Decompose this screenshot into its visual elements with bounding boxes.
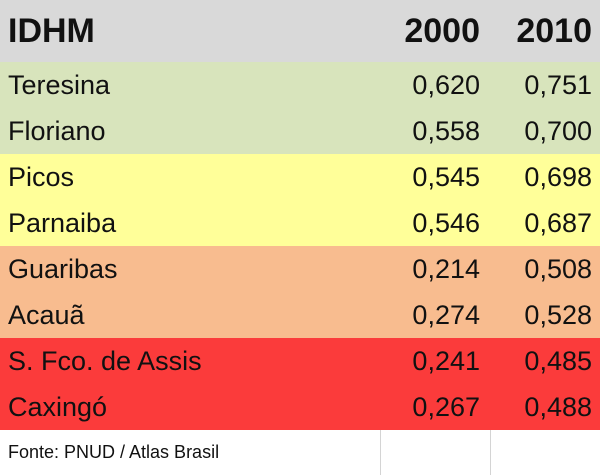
header-2000: 2000 (404, 11, 480, 50)
table-row: Guaribas 0,214 0,508 (0, 246, 600, 293)
row-name: S. Fco. de Assis (8, 345, 202, 376)
cell-2010: 0,485 (524, 345, 592, 376)
cell-2000: 0,545 (412, 161, 480, 192)
footer-divider (380, 430, 381, 475)
cell-2000: 0,546 (412, 207, 480, 238)
row-name: Acauã (8, 299, 85, 330)
table-row: Caxingó 0,267 0,488 (0, 384, 600, 431)
cell-2010: 0,751 (524, 69, 592, 100)
cell-2010: 0,508 (524, 253, 592, 284)
header-idhm: IDHM (8, 11, 95, 50)
cell-2000: 0,620 (412, 69, 480, 100)
row-name: Teresina (8, 69, 111, 100)
footer-divider (490, 430, 491, 475)
row-name: Parnaiba (8, 207, 117, 238)
table-row: Picos 0,545 0,698 (0, 154, 600, 201)
cell-2010: 0,698 (524, 161, 592, 192)
table-row: Parnaiba 0,546 0,687 (0, 200, 600, 247)
table-footer: Fonte: PNUD / Atlas Brasil (0, 430, 600, 476)
table-row: S. Fco. de Assis 0,241 0,485 (0, 338, 600, 385)
row-name: Guaribas (8, 253, 118, 284)
cell-2000: 0,214 (412, 253, 480, 284)
cell-2000: 0,558 (412, 115, 480, 146)
cell-2000: 0,267 (412, 391, 480, 422)
cell-2000: 0,274 (412, 299, 480, 330)
row-name: Caxingó (8, 391, 108, 422)
source-note: Fonte: PNUD / Atlas Brasil (8, 442, 220, 462)
cell-2010: 0,488 (524, 391, 592, 422)
table-row: Floriano 0,558 0,700 (0, 108, 600, 155)
cell-2010: 0,687 (524, 207, 592, 238)
table-row: Acauã 0,274 0,528 (0, 292, 600, 339)
table-row: Teresina 0,620 0,751 (0, 62, 600, 109)
cell-2000: 0,241 (412, 345, 480, 376)
cell-2010: 0,700 (524, 115, 592, 146)
cell-2010: 0,528 (524, 299, 592, 330)
table-header: IDHM 2000 2010 (0, 0, 600, 63)
row-name: Floriano (8, 115, 106, 146)
row-name: Picos (8, 161, 75, 192)
header-2010: 2010 (516, 11, 592, 50)
